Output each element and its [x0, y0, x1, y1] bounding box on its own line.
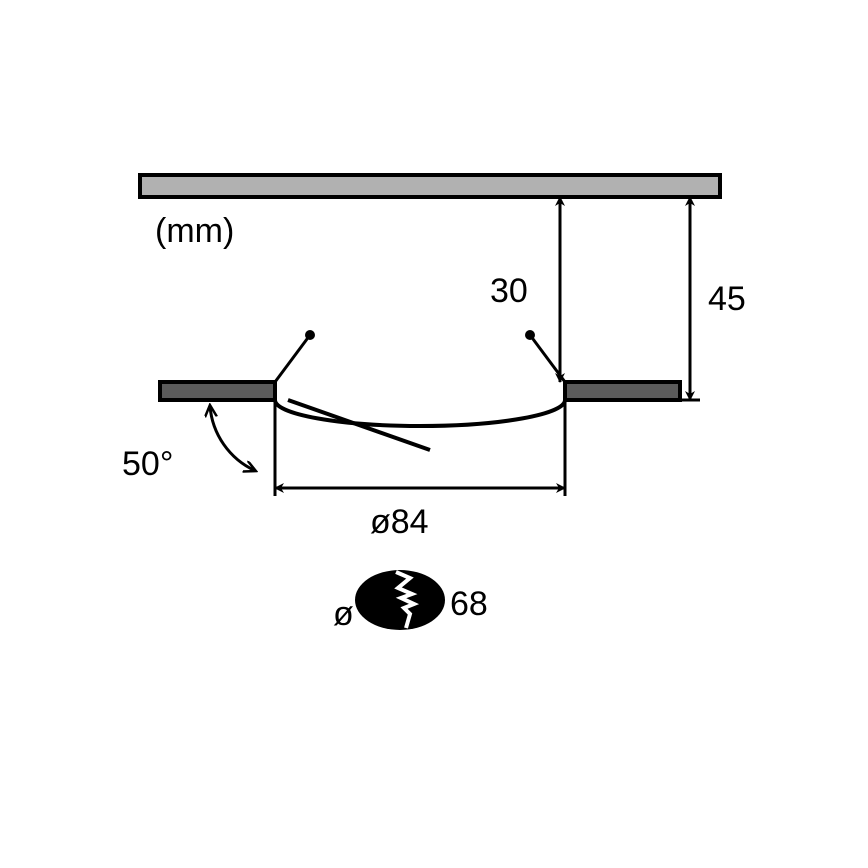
depth-total-label: 45	[708, 280, 746, 319]
unit-label: (mm)	[155, 212, 234, 251]
cutout-dia-value: 68	[450, 585, 488, 624]
cutout-dia-prefix: ø	[333, 595, 354, 634]
tilt-angle-label: 50°	[122, 445, 173, 484]
depth-inner-label: 30	[490, 272, 528, 311]
dimension-diagram	[0, 0, 868, 868]
outer-dia-label: ø84	[370, 503, 429, 542]
